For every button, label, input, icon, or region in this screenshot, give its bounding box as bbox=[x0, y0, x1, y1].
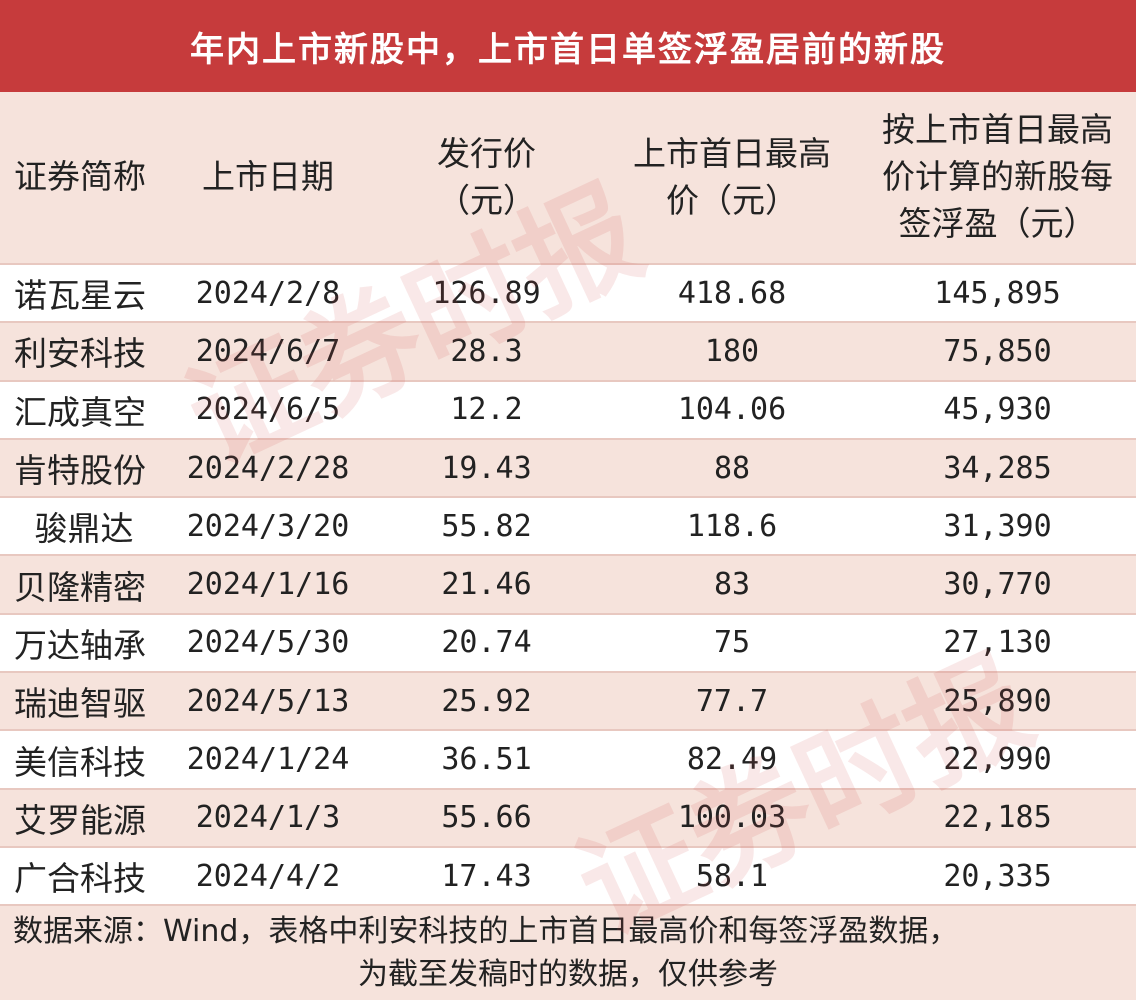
cell-profit: 45,930 bbox=[943, 392, 1052, 428]
cell-name: 美信科技 bbox=[14, 742, 146, 782]
cell-profit: 22,185 bbox=[943, 800, 1052, 836]
cell-price: 126.89 bbox=[432, 275, 541, 311]
header-price: 发行价 （元） bbox=[437, 133, 536, 220]
cell-price: 12.2 bbox=[450, 392, 523, 428]
cell-date: 2024/4/2 bbox=[195, 858, 341, 894]
cell-price: 55.82 bbox=[441, 508, 532, 544]
cell-high: 58.1 bbox=[695, 858, 769, 894]
cell-date: 2024/2/8 bbox=[195, 275, 341, 311]
cell-name: 肯特股份 bbox=[14, 451, 146, 491]
header-profit: 按上市首日最高 价计算的新股每 签浮盈（元） bbox=[882, 110, 1113, 243]
cell-name: 瑞迪智驱 bbox=[14, 684, 146, 724]
table-row: 诺瓦星云 2024/2/8 126.89 418.68 145,895 bbox=[0, 263, 1136, 322]
table-title: 年内上市新股中，上市首日单签浮盈居前的新股 bbox=[0, 0, 1136, 92]
cell-profit: 22,990 bbox=[943, 742, 1052, 778]
table-body: 诺瓦星云 2024/2/8 126.89 418.68 145,895 利安科技 2024/… bbox=[0, 263, 1136, 905]
cell-name: 利安科技 bbox=[14, 334, 146, 374]
cell-date: 2024/3/20 bbox=[186, 508, 350, 544]
table-header: 证券简称 上市日期 发行价 （元） 上市首日最高 价（元） 按上市首日最高 价计算的新… bbox=[0, 92, 1136, 263]
cell-date: 2024/2/28 bbox=[186, 450, 350, 486]
cell-price: 55.66 bbox=[441, 800, 532, 836]
footer-note: 数据来源：Wind，表格中利安科技的上市首日最高价和每签浮盈数据， 为截至发稿时… bbox=[0, 904, 1136, 1000]
cell-high: 418.68 bbox=[677, 275, 787, 311]
cell-date: 2024/5/30 bbox=[186, 625, 350, 661]
cell-price: 20.74 bbox=[441, 625, 532, 661]
footer-line-1: 数据来源：Wind，表格中利安科技的上市首日最高价和每签浮盈数据， bbox=[13, 913, 959, 949]
cell-high: 83 bbox=[713, 567, 751, 603]
cell-price: 25.92 bbox=[441, 683, 532, 719]
cell-date: 2024/5/13 bbox=[186, 683, 350, 719]
table-row: 肯特股份 2024/2/28 19.43 88 34,285 bbox=[0, 437, 1136, 497]
cell-high: 88 bbox=[713, 450, 751, 486]
cell-date: 2024/1/3 bbox=[195, 800, 341, 836]
table-row: 广合科技 2024/4/2 17.43 58.1 20,335 bbox=[0, 845, 1136, 905]
cell-price: 19.43 bbox=[441, 450, 532, 486]
cell-price: 21.46 bbox=[441, 567, 532, 603]
table-row: 利安科技 2024/6/7 28.3 180 75,850 bbox=[0, 321, 1136, 380]
cell-price: 28.3 bbox=[450, 333, 523, 369]
cell-profit: 20,335 bbox=[943, 858, 1052, 894]
cell-profit: 31,390 bbox=[943, 508, 1052, 544]
cell-profit: 25,890 bbox=[943, 683, 1052, 719]
cell-profit: 75,850 bbox=[943, 333, 1052, 369]
table-row: 贝隆精密 2024/1/16 21.46 83 30,770 bbox=[0, 554, 1136, 613]
table-row: 美信科技 2024/1/24 36.51 82.49 22,990 bbox=[0, 729, 1136, 788]
cell-name: 骏鼎达 bbox=[34, 509, 134, 549]
cell-date: 2024/6/7 bbox=[195, 333, 341, 369]
cell-high: 75 bbox=[713, 625, 751, 661]
cell-date: 2024/6/5 bbox=[195, 392, 341, 428]
cell-high: 180 bbox=[704, 333, 760, 369]
header-name: 证券简称 bbox=[14, 157, 146, 197]
table-row: 骏鼎达 2024/3/20 55.82 118.6 31,390 bbox=[0, 496, 1136, 555]
cell-high: 77.7 bbox=[695, 683, 769, 719]
cell-profit: 145,895 bbox=[934, 275, 1061, 311]
cell-name: 万达轴承 bbox=[14, 625, 146, 665]
cell-name: 广合科技 bbox=[14, 859, 146, 899]
table-row: 艾罗能源 2024/1/3 55.66 100.03 22,185 bbox=[0, 787, 1136, 846]
table-row: 汇成真空 2024/6/5 12.2 104.06 45,930 bbox=[0, 379, 1136, 438]
cell-price: 17.43 bbox=[441, 858, 532, 894]
table-row: 瑞迪智驱 2024/5/13 25.92 77.7 25,890 bbox=[0, 671, 1136, 730]
footer-line-2: 为截至发稿时的数据，仅供参考 bbox=[358, 957, 778, 992]
header-date: 上市日期 bbox=[202, 157, 334, 197]
cell-name: 贝隆精密 bbox=[14, 567, 146, 607]
cell-profit: 30,770 bbox=[943, 567, 1052, 603]
table-row: 万达轴承 2024/5/30 20.74 75 27,130 bbox=[0, 612, 1136, 672]
cell-high: 104.06 bbox=[677, 392, 787, 428]
cell-profit: 34,285 bbox=[943, 450, 1052, 486]
cell-date: 2024/1/16 bbox=[186, 567, 350, 603]
header-high: 上市首日最高 价（元） bbox=[633, 133, 831, 220]
cell-name: 诺瓦星云 bbox=[14, 276, 146, 316]
cell-name: 艾罗能源 bbox=[14, 800, 146, 840]
cell-profit: 27,130 bbox=[943, 625, 1052, 661]
cell-date: 2024/1/24 bbox=[186, 742, 350, 778]
cell-name: 汇成真空 bbox=[14, 392, 146, 432]
cell-price: 36.51 bbox=[441, 742, 532, 778]
cell-high: 118.6 bbox=[686, 508, 778, 544]
cell-high: 100.03 bbox=[677, 800, 787, 836]
cell-high: 82.49 bbox=[686, 742, 778, 778]
